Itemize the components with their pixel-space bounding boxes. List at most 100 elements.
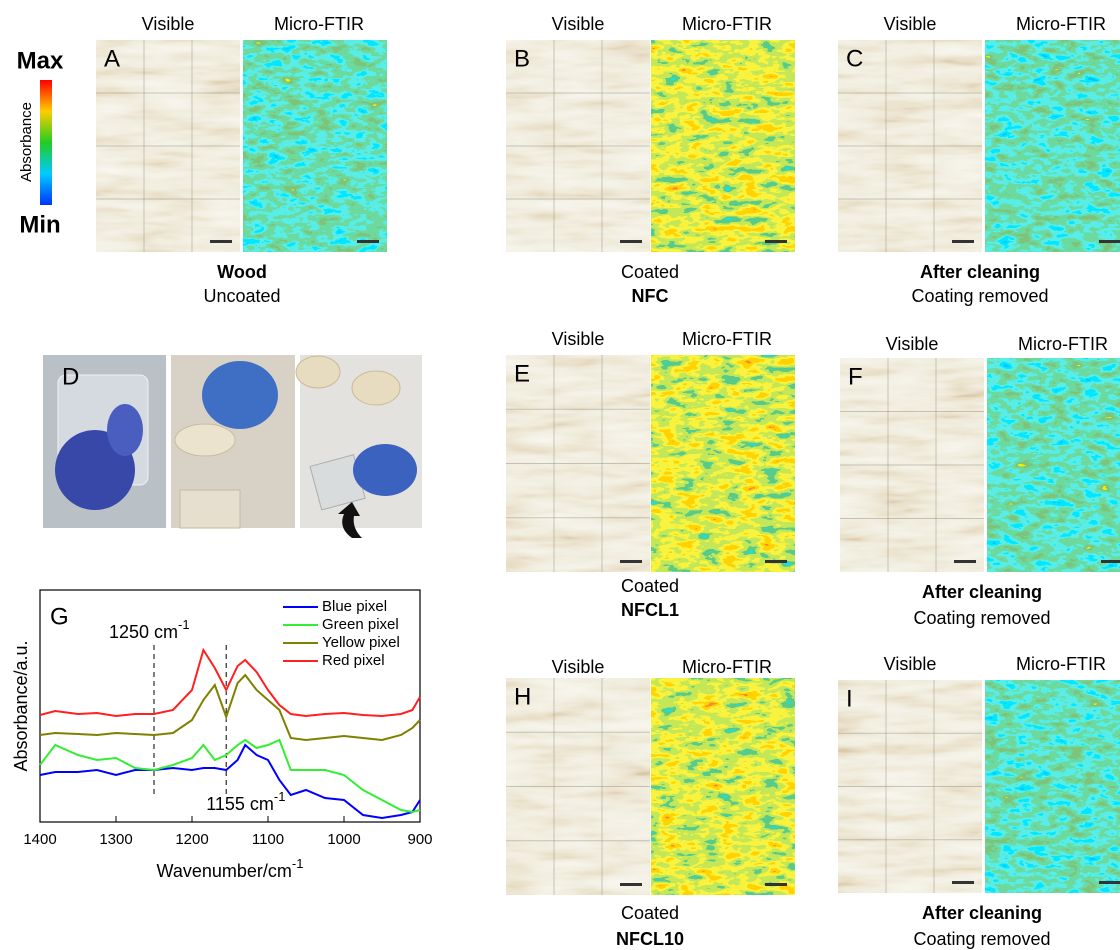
caption: NFCL1 bbox=[621, 600, 679, 620]
scale-bar bbox=[1099, 881, 1120, 884]
legend-label: Blue pixel bbox=[322, 598, 387, 615]
image-panel: C Visible Micro-FTIR After cleaning Coating … bbox=[838, 14, 1120, 306]
photo-glove bbox=[107, 404, 143, 456]
photo-film bbox=[352, 371, 400, 405]
caption: Uncoated bbox=[203, 286, 280, 306]
photo-panel: D bbox=[43, 355, 422, 538]
panel-letter: E bbox=[514, 360, 530, 387]
x-tick-label: 1100 bbox=[252, 831, 284, 848]
scale-bar bbox=[357, 240, 379, 243]
scale-bar bbox=[1101, 560, 1120, 563]
photo-film bbox=[180, 490, 240, 528]
visible-header: Visible bbox=[552, 657, 605, 677]
annotation-superscript: -1 bbox=[274, 789, 286, 804]
image-panel: E Visible Micro-FTIR Coated NFCL1 bbox=[506, 329, 795, 620]
panel-letter: I bbox=[846, 685, 853, 712]
scale-bar bbox=[765, 240, 787, 243]
photo-film bbox=[296, 356, 340, 388]
caption: NFC bbox=[632, 286, 669, 306]
caption: Coating removed bbox=[913, 929, 1050, 949]
caption: Coating removed bbox=[913, 608, 1050, 628]
panel-letter: G bbox=[50, 603, 69, 630]
ftir-image bbox=[985, 680, 1120, 893]
x-tick-label: 900 bbox=[407, 831, 432, 848]
ftir-image bbox=[243, 40, 387, 252]
photo-glove bbox=[202, 361, 278, 429]
caption: Coated bbox=[621, 576, 679, 596]
caption: Coated bbox=[621, 262, 679, 282]
image-panel: H Visible Micro-FTIR Coated NFCL10 bbox=[506, 657, 795, 949]
scale-bar bbox=[210, 240, 232, 243]
series-line bbox=[40, 675, 420, 740]
scale-bar bbox=[765, 560, 787, 563]
scale-bar bbox=[952, 881, 974, 884]
x-tick-label: 1200 bbox=[175, 831, 208, 848]
ftir-header: Micro-FTIR bbox=[1016, 654, 1106, 674]
x-axis-label: Wavenumber/cm-1 bbox=[157, 856, 304, 880]
ftir-image bbox=[985, 40, 1120, 252]
ftir-image bbox=[651, 678, 795, 895]
ftir-image bbox=[651, 355, 795, 572]
ftir-header: Micro-FTIR bbox=[1018, 334, 1108, 354]
ftir-header: Micro-FTIR bbox=[274, 14, 364, 34]
ftir-header: Micro-FTIR bbox=[682, 329, 772, 349]
panel-letter: C bbox=[846, 45, 863, 72]
panel-letter: F bbox=[848, 363, 863, 390]
caption: NFCL10 bbox=[616, 929, 684, 949]
annotation-text: 1250 cm bbox=[109, 622, 178, 642]
legend-label: Green pixel bbox=[322, 616, 399, 633]
scale-bar bbox=[620, 560, 642, 563]
scale-bar bbox=[620, 883, 642, 886]
scale-bar bbox=[620, 240, 642, 243]
scale-bar bbox=[765, 883, 787, 886]
visible-header: Visible bbox=[884, 14, 937, 34]
panel-letter: B bbox=[514, 45, 530, 72]
image-panel: A Visible Micro-FTIR Wood Uncoated bbox=[96, 14, 387, 306]
image-panel: B Visible Micro-FTIR Coated NFC bbox=[506, 14, 795, 306]
colorbar-label: Absorbance bbox=[18, 102, 35, 182]
scale-bar bbox=[952, 240, 974, 243]
ftir-image bbox=[987, 358, 1120, 572]
ftir-header: Micro-FTIR bbox=[682, 657, 772, 677]
visible-header: Visible bbox=[142, 14, 195, 34]
annotation: 1155 cm-1 bbox=[206, 789, 285, 813]
panel-letter: D bbox=[62, 363, 79, 390]
x-axis-label-superscript: -1 bbox=[292, 856, 304, 871]
ftir-header: Micro-FTIR bbox=[682, 14, 772, 34]
visible-header: Visible bbox=[886, 334, 939, 354]
caption: After cleaning bbox=[920, 262, 1040, 282]
photo-glove bbox=[353, 444, 417, 496]
x-tick-label: 1300 bbox=[99, 831, 132, 848]
colorbar-max: Max bbox=[17, 47, 64, 74]
visible-header: Visible bbox=[552, 14, 605, 34]
x-tick-label: 1000 bbox=[327, 831, 360, 848]
colorbar bbox=[40, 80, 52, 205]
ftir-image bbox=[651, 40, 795, 252]
y-axis-label: Absorbance/a.u. bbox=[11, 640, 31, 771]
visible-header: Visible bbox=[552, 329, 605, 349]
caption: After cleaning bbox=[922, 903, 1042, 923]
legend-label: Yellow pixel bbox=[322, 634, 400, 651]
scale-bar bbox=[1099, 240, 1120, 243]
panel-letter: A bbox=[104, 45, 120, 72]
visible-header: Visible bbox=[884, 654, 937, 674]
photo-film bbox=[175, 424, 235, 456]
image-panel: I Visible Micro-FTIR After cleaning Coating … bbox=[838, 654, 1120, 949]
panel-letter: H bbox=[514, 683, 531, 710]
ftir-header: Micro-FTIR bbox=[1016, 14, 1106, 34]
annotation-superscript: -1 bbox=[178, 617, 190, 632]
colorbar-min: Min bbox=[19, 211, 60, 238]
caption: Wood bbox=[217, 262, 267, 282]
legend-label: Red pixel bbox=[322, 652, 385, 669]
caption: After cleaning bbox=[922, 582, 1042, 602]
caption: Coating removed bbox=[911, 286, 1048, 306]
caption: Coated bbox=[621, 903, 679, 923]
scale-bar bbox=[954, 560, 976, 563]
image-panel: F Visible Micro-FTIR After cleaning Coating … bbox=[840, 334, 1120, 628]
x-axis-label-text: Wavenumber/cm bbox=[157, 861, 292, 881]
x-tick-label: 1400 bbox=[23, 831, 56, 848]
annotation: 1250 cm-1 bbox=[109, 617, 190, 641]
figure: Max Min Absorbance D A Visible Micro-FTIR W… bbox=[0, 0, 1120, 950]
annotation-text: 1155 cm bbox=[206, 794, 274, 814]
